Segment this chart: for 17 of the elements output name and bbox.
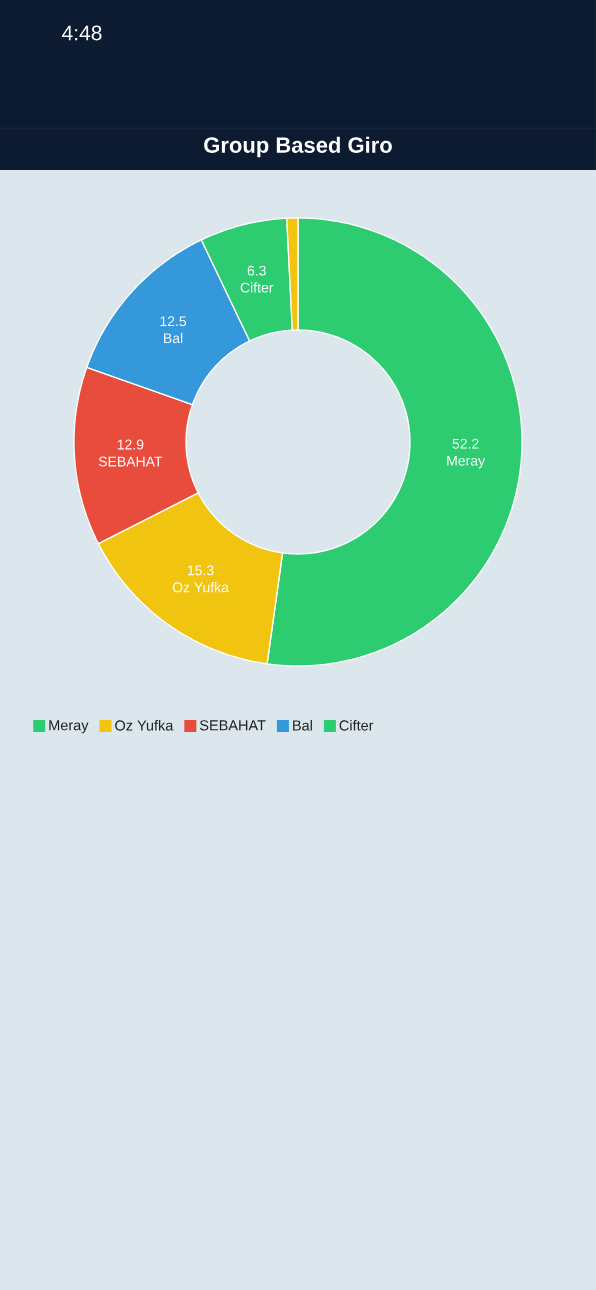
data-label: 12.5 — [160, 316, 187, 327]
legend-label: Bal — [293, 719, 312, 731]
data-label: 12.9 — [117, 439, 144, 450]
text: 4:48 — [62, 25, 102, 41]
legend-label: SEBAHAT — [199, 720, 266, 731]
data-label: 15.3 — [187, 565, 214, 576]
slice-label: SEBAHAT — [98, 456, 163, 467]
legend-label: Oz Yufka — [115, 719, 174, 731]
slice-label: Meray — [447, 455, 486, 469]
legend-label: Cifter — [339, 719, 374, 731]
slice-label: Cifter — [240, 282, 274, 293]
legend-label: Meray — [49, 720, 89, 734]
chart-title: Group Based Giro — [204, 136, 392, 158]
data-label: 6.3 — [247, 265, 266, 276]
data-label: 52.2 — [452, 438, 479, 449]
slice-label: Bal — [164, 332, 183, 344]
slice-label: Oz Yufka — [172, 582, 229, 593]
